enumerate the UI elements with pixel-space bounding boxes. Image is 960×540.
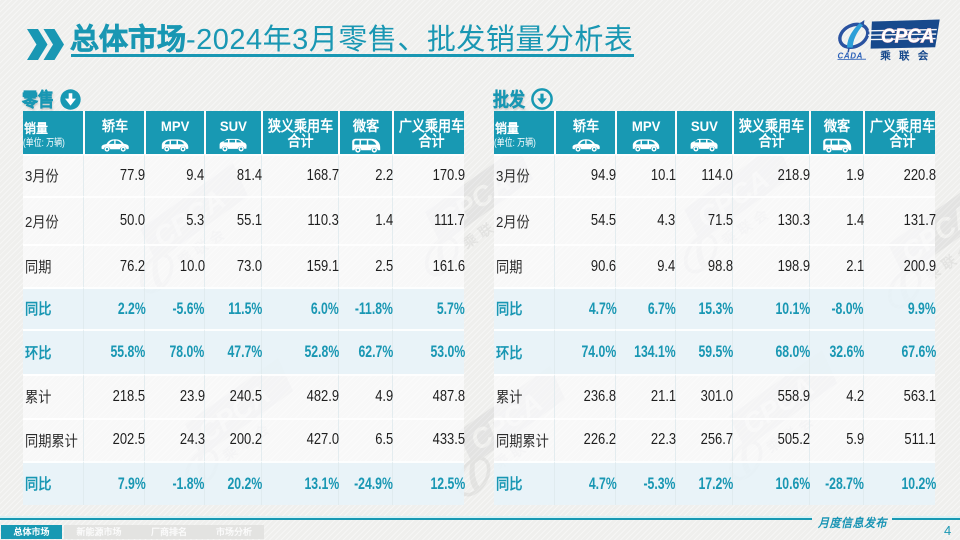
svg-text:乘联会: 乘联会 bbox=[879, 49, 936, 62]
svg-text:CADA: CADA bbox=[838, 52, 864, 61]
svg-text:CPCA: CPCA bbox=[881, 25, 934, 48]
